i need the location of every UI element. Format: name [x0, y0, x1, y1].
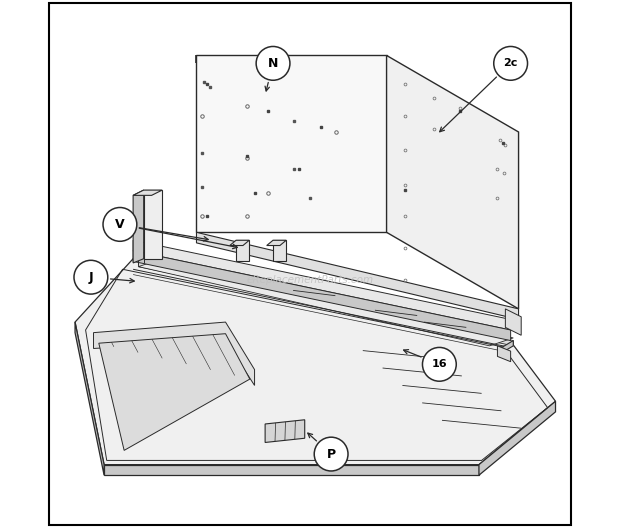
Polygon shape: [138, 261, 513, 346]
Text: J: J: [89, 271, 93, 284]
Polygon shape: [503, 341, 513, 352]
Polygon shape: [104, 465, 479, 475]
Polygon shape: [267, 240, 286, 246]
Circle shape: [494, 46, 528, 80]
Polygon shape: [197, 232, 518, 319]
Polygon shape: [75, 322, 104, 475]
Polygon shape: [479, 401, 556, 475]
Text: V: V: [115, 218, 125, 231]
Polygon shape: [265, 420, 304, 442]
Polygon shape: [230, 240, 249, 246]
Text: eReplacementParts.com: eReplacementParts.com: [246, 275, 374, 285]
Polygon shape: [386, 55, 518, 309]
Polygon shape: [138, 259, 513, 346]
Polygon shape: [99, 334, 250, 450]
Text: N: N: [268, 57, 278, 70]
Polygon shape: [94, 322, 255, 385]
Polygon shape: [497, 346, 511, 362]
Circle shape: [103, 208, 137, 241]
Polygon shape: [133, 190, 144, 263]
Circle shape: [422, 347, 456, 381]
Polygon shape: [144, 190, 162, 259]
Text: P: P: [327, 448, 335, 460]
Circle shape: [314, 437, 348, 471]
Polygon shape: [75, 259, 556, 465]
Circle shape: [256, 46, 290, 80]
Polygon shape: [133, 251, 511, 341]
Text: 2c: 2c: [503, 59, 518, 68]
Polygon shape: [505, 309, 521, 335]
Circle shape: [74, 260, 108, 294]
Polygon shape: [133, 190, 162, 195]
Polygon shape: [133, 240, 511, 330]
Polygon shape: [236, 240, 249, 261]
Polygon shape: [273, 240, 286, 261]
Text: 16: 16: [432, 360, 447, 369]
Polygon shape: [197, 55, 386, 232]
